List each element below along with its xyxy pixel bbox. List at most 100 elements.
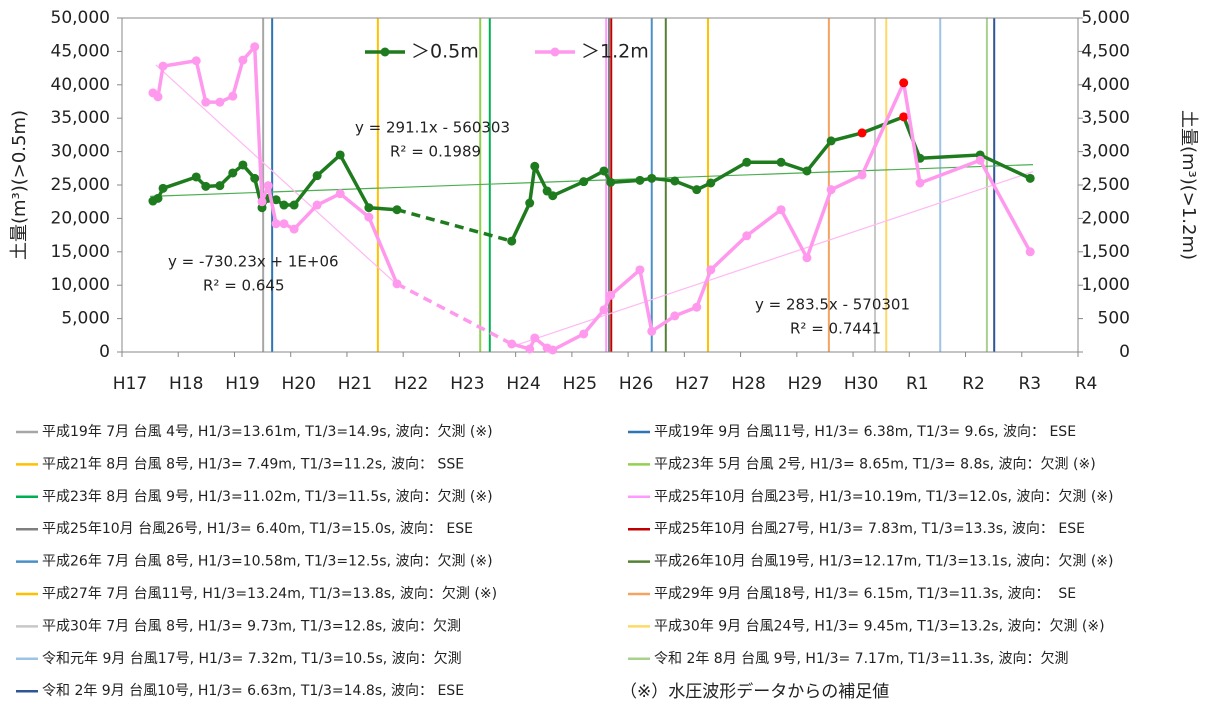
- x-tick-label: H26: [619, 374, 653, 394]
- y2-axis-label: 土量(m³)(>1.2m): [1178, 110, 1199, 260]
- series-point: [201, 181, 211, 191]
- series-point: [579, 329, 589, 339]
- event-legend-label: 平成25年10月 台風26号, H1/3= 6.40m, T1/3=15.0s,…: [42, 521, 473, 537]
- series-point: [228, 168, 238, 178]
- series-point: [706, 178, 716, 188]
- series-point: [263, 181, 273, 191]
- series-point: [670, 176, 680, 186]
- series-point: [238, 55, 248, 65]
- legend-label: ＞1.2m: [581, 41, 649, 63]
- event-legend-label: 平成30年 9月 台風24号, H1/3= 9.45m, T1/3=13.2s,…: [654, 618, 1105, 634]
- legend-marker: [380, 47, 390, 57]
- x-tick-label: R4: [1075, 374, 1098, 394]
- event-legend-label: 平成26年10月 台風19号, H1/3=12.17m, T1/3=13.1s,…: [654, 554, 1113, 570]
- series-point: [548, 345, 558, 355]
- series-point: [776, 205, 786, 215]
- series-point: [899, 112, 909, 122]
- series-point: [802, 166, 812, 176]
- series-point: [548, 191, 558, 201]
- trendline: [150, 164, 1034, 197]
- y-tick-label: 15,000: [51, 242, 110, 262]
- y-tick-label: 30,000: [51, 142, 110, 162]
- x-tick-label: H24: [506, 374, 540, 394]
- y-tick-label: 35,000: [51, 108, 110, 128]
- note: （※）水圧波形データからの補足値: [620, 681, 889, 702]
- series-point: [238, 160, 248, 170]
- series-dashed: [396, 282, 513, 346]
- event-legend-label: 平成26年 7月 台風 8号, H1/3=10.58m, T1/3=12.5s,…: [42, 554, 493, 570]
- y-tick-label: 20,000: [51, 208, 110, 228]
- event-legend-label: 令和元年 9月 台風17号, H1/3= 7.32m, T1/3=10.5s, …: [42, 651, 462, 667]
- trendline: [515, 171, 1034, 346]
- event-legend-label: 平成23年 8月 台風 9号, H1/3=11.02m, T1/3=11.5s,…: [42, 489, 493, 505]
- series-point: [742, 231, 752, 241]
- series-point: [228, 91, 238, 101]
- y-tick-label: 10,000: [51, 275, 110, 295]
- event-legend-label: 平成27年 7月 台風11号, H1/3=13.24m, T1/3=13.8s,…: [42, 586, 497, 602]
- y2-tick-label: 4,000: [1081, 75, 1130, 95]
- series-point: [1025, 173, 1035, 183]
- series-point: [312, 171, 322, 181]
- x-tick-label: R3: [1018, 374, 1041, 394]
- series-point: [826, 136, 836, 146]
- series-point: [525, 198, 535, 208]
- x-tick-label: H19: [225, 374, 259, 394]
- y2-tick-label: 500: [1098, 309, 1130, 329]
- series-point: [312, 200, 322, 210]
- series-point: [271, 219, 281, 229]
- y-tick-label: 50,000: [51, 8, 110, 28]
- series-point: [915, 178, 925, 188]
- y2-tick-label: 3,000: [1081, 142, 1130, 162]
- x-tick-label: R1: [906, 374, 929, 394]
- series-point: [507, 236, 517, 246]
- event-legend-label: 平成23年 5月 台風 2号, H1/3= 8.65m, T1/3= 8.8s,…: [654, 456, 1096, 472]
- x-tick-label: H21: [338, 374, 372, 394]
- x-tick-label: H29: [788, 374, 822, 394]
- series-point: [158, 183, 168, 193]
- series-point: [279, 200, 289, 210]
- y2-tick-label: 1,000: [1081, 275, 1130, 295]
- series-point: [599, 305, 609, 315]
- series-point: [826, 185, 836, 195]
- x-tick-label: H27: [675, 374, 709, 394]
- series-point: [647, 326, 657, 336]
- event-legend-label: 平成19年 9月 台風11号, H1/3= 6.38m, T1/3= 9.6s,…: [654, 424, 1076, 440]
- legend-marker: [550, 47, 560, 57]
- series-point: [742, 157, 752, 167]
- y-tick-label: 25,000: [51, 175, 110, 195]
- event-legend-label: 平成19年 7月 台風 4号, H1/3=13.61m, T1/3=14.9s,…: [42, 424, 493, 440]
- x-tick-label: H23: [450, 374, 484, 394]
- series-point: [250, 173, 260, 183]
- series-point: [507, 339, 517, 349]
- series-point: [899, 78, 909, 88]
- trend-r2: R² = 0.7441: [790, 320, 881, 338]
- event-legend-label: 令和 2年 8月 台風 9号, H1/3= 7.17m, T1/3=11.3s,…: [654, 651, 1069, 667]
- series-point: [271, 195, 281, 205]
- series-point: [706, 265, 716, 275]
- series-point: [579, 177, 589, 187]
- series-point: [215, 181, 225, 191]
- series-point: [606, 177, 616, 187]
- series-point: [647, 173, 657, 183]
- y2-tick-label: 1,500: [1081, 242, 1130, 262]
- x-tick-label: H25: [563, 374, 597, 394]
- series-point: [392, 205, 402, 215]
- series-point: [635, 175, 645, 185]
- y-tick-label: 0: [99, 342, 110, 362]
- series-point: [158, 61, 168, 71]
- series-point: [606, 290, 616, 300]
- series-point: [279, 219, 289, 229]
- event-legend-label: 平成21年 8月 台風 8号, H1/3= 7.49m, T1/3=11.2s,…: [42, 456, 464, 472]
- series-point: [257, 197, 267, 207]
- series-point: [250, 42, 260, 52]
- x-tick-label: H20: [281, 374, 315, 394]
- x-tick-label: H28: [731, 374, 765, 394]
- series-point: [289, 224, 299, 234]
- y-axis-label: 土量(m³)(>0.5m): [9, 110, 30, 260]
- series-point: [599, 166, 609, 176]
- series-point: [975, 155, 985, 165]
- trend-equation: y = 291.1x - 560303: [355, 119, 510, 137]
- series-point: [692, 302, 702, 312]
- y-tick-label: 5,000: [61, 309, 110, 329]
- x-tick-label: R2: [962, 374, 985, 394]
